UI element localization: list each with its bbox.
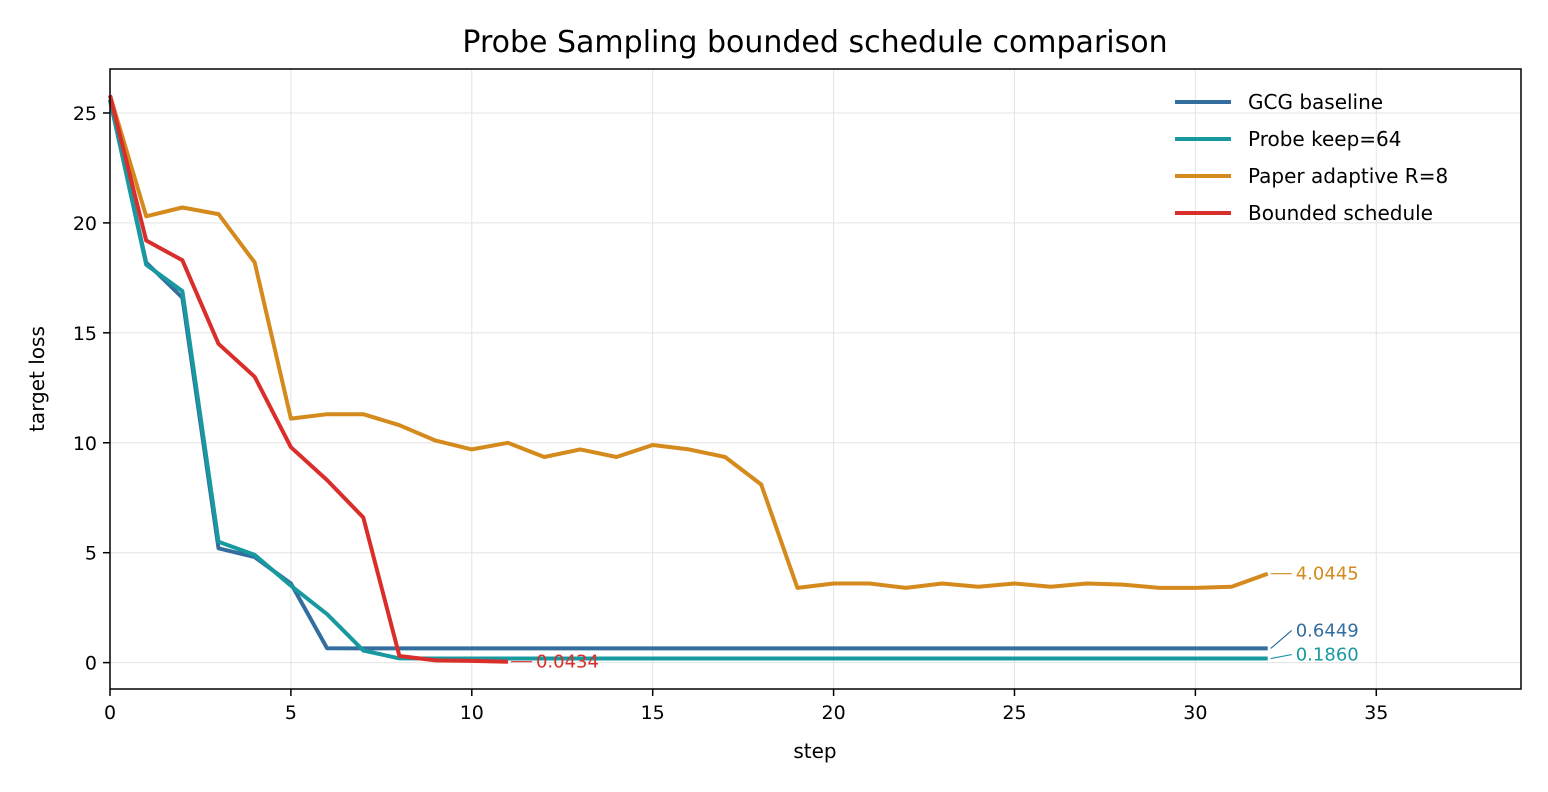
x-tick-label: 30 (1183, 702, 1207, 724)
plot-frame (109, 68, 1522, 690)
y-tick-label: 10 (73, 433, 97, 455)
end-label-3: 0.0434 (536, 652, 599, 673)
y-tick-label: 25 (73, 103, 97, 125)
end-label-1: 0.1860 (1296, 645, 1359, 666)
y-axis-label: target loss (25, 326, 49, 432)
x-tick-label: 10 (460, 702, 484, 724)
x-axis-label: step (793, 739, 836, 763)
x-tick-label: 0 (104, 702, 116, 724)
y-tick-label: 20 (73, 213, 97, 235)
x-tick-label: 20 (821, 702, 845, 724)
series-line-3 (108, 94, 509, 664)
axis-ticks: 0 5 10 15 20 25 30 35 0 5 10 15 20 25 (73, 103, 1389, 724)
y-tick-label: 0 (85, 653, 97, 675)
x-tick-label: 25 (1002, 702, 1026, 724)
series-group (108, 94, 1269, 664)
x-tick-label: 5 (285, 702, 297, 724)
legend-label-0: GCG baseline (1248, 90, 1383, 114)
end-label-leader (1270, 653, 1292, 660)
legend: GCG baseline Probe keep=64 Paper adaptive … (1175, 90, 1448, 225)
x-tick-label: 15 (641, 702, 665, 724)
y-tick-label: 5 (85, 543, 97, 565)
chart-title: Probe Sampling bounded schedule comparis… (462, 25, 1167, 60)
series-line-2 (108, 94, 1269, 590)
x-tick-label: 35 (1364, 702, 1388, 724)
end-label-leader (1270, 629, 1293, 649)
end-label-2: 4.0445 (1296, 564, 1359, 585)
legend-label-3: Bounded schedule (1248, 201, 1433, 225)
end-label-0: 0.6449 (1296, 620, 1359, 641)
legend-label-1: Probe keep=64 (1248, 127, 1401, 151)
y-tick-label: 15 (73, 323, 97, 345)
end-labels: 0.6449 0.1860 4.0445 0.0434 (510, 564, 1359, 673)
legend-label-2: Paper adaptive R=8 (1248, 164, 1448, 188)
series-line-0 (108, 99, 1268, 651)
grid (109, 69, 1521, 689)
series-line-1 (108, 99, 1268, 661)
